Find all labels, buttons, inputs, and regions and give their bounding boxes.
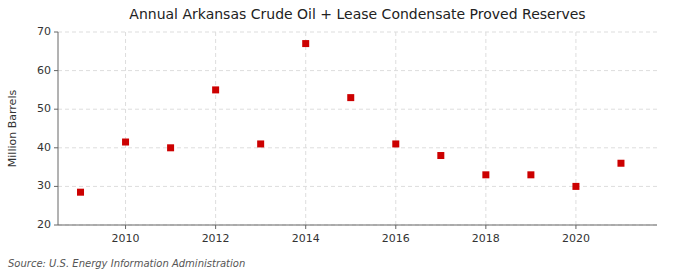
- source-annotation: Source: U.S. Energy Information Administ…: [8, 258, 245, 269]
- x-tick-label: 2018: [472, 232, 500, 245]
- page: {"chart_data": {"type": "scatter", "titl…: [0, 0, 675, 275]
- y-tick-label: 50: [37, 102, 51, 115]
- x-tick-label: 2012: [202, 232, 230, 245]
- y-tick: [54, 147, 58, 148]
- y-grid-line: [58, 32, 657, 33]
- grid: [58, 32, 657, 225]
- x-grid-line: [125, 32, 126, 225]
- points: [77, 40, 624, 196]
- point: [122, 139, 129, 146]
- point: [167, 144, 174, 151]
- y-tick-label: 70: [37, 25, 51, 38]
- y-grid-line: [58, 147, 657, 148]
- y-grid-line: [58, 186, 657, 187]
- y-axis-line: [58, 32, 59, 225]
- x-tick-label: 2020: [562, 232, 590, 245]
- y-axis-label: Million Barrels: [6, 90, 19, 168]
- y-tick: [54, 109, 58, 110]
- y-tick: [54, 225, 58, 226]
- point: [617, 160, 624, 167]
- y-tick: [54, 186, 58, 187]
- x-tick: [305, 225, 306, 229]
- y-tick-label: 60: [37, 64, 51, 77]
- x-tick-label: 2014: [292, 232, 320, 245]
- y-grid-line: [58, 109, 657, 110]
- x-tick: [125, 225, 126, 229]
- x-tick-label: 2010: [112, 232, 140, 245]
- y-grid-line: [58, 225, 657, 226]
- y-tick-label: 30: [37, 179, 51, 192]
- x-tick: [395, 225, 396, 229]
- point: [482, 171, 489, 178]
- point: [527, 171, 534, 178]
- title: Annual Arkansas Crude Oil + Lease Conden…: [129, 6, 585, 22]
- x-axis-line: [58, 225, 657, 226]
- chart-svg: 20 30 40 50 60 70 2010 2012 2014 2016 2018 2020 Annu…: [0, 0, 675, 275]
- x-grid-line: [485, 32, 486, 225]
- y-tick: [54, 70, 58, 71]
- point: [572, 183, 579, 190]
- point: [392, 140, 399, 147]
- axes: 20 30 40 50 60 70 2010 2012 2014 2016 2018 2020: [37, 25, 657, 245]
- x-grid-line: [215, 32, 216, 225]
- y-tick-label: 40: [37, 141, 51, 154]
- y-tick-label: 20: [37, 218, 51, 231]
- x-grid-line: [395, 32, 396, 225]
- point: [347, 94, 354, 101]
- point: [77, 189, 84, 196]
- point: [257, 140, 264, 147]
- x-tick: [485, 225, 486, 229]
- point: [437, 152, 444, 159]
- point: [302, 40, 309, 47]
- x-grid-line: [575, 32, 576, 225]
- chart-container: 20 30 40 50 60 70 2010 2012 2014 2016 2018 2020 Annu…: [0, 0, 675, 275]
- y-tick: [54, 32, 58, 33]
- x-grid-line: [305, 32, 306, 225]
- x-tick: [575, 225, 576, 229]
- y-grid-line: [58, 70, 657, 71]
- point: [212, 86, 219, 93]
- x-tick: [215, 225, 216, 229]
- x-tick-label: 2016: [382, 232, 410, 245]
